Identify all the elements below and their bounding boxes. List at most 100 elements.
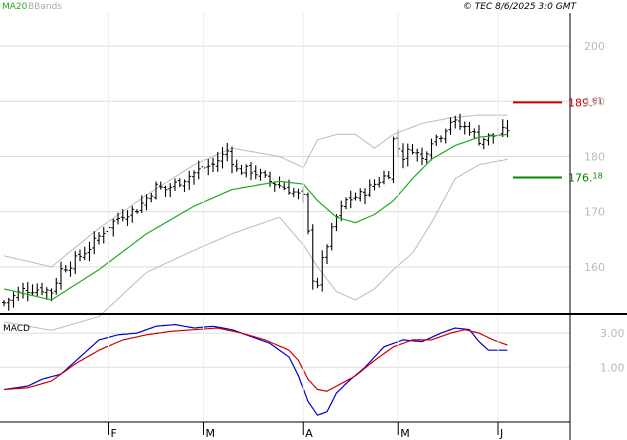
ohlc-bar [329,222,334,251]
month-label: M [206,427,216,440]
ohlc-bar [35,283,40,297]
ohlc-bar [439,135,443,143]
legend-ma20: MA20 [2,2,28,12]
ohlc-bar [2,299,6,307]
ohlc-bar [30,284,35,296]
ohlc-bar [211,157,215,172]
ohlc-bar [429,138,434,161]
macd-line [3,323,508,416]
copyright: © TEC 8/6/2025 3:0 GMT [463,2,578,12]
ohlc-bar [225,142,230,162]
ohlc-bar [230,146,234,174]
ohlc-bar [415,148,420,162]
ohlc-bar [68,261,73,277]
ohlc-bar [130,206,135,223]
ohlc-bar [348,190,353,209]
ohlc-bar [462,121,467,135]
ohlc-bar [163,185,168,197]
ohlc-bar [282,182,287,191]
ohlc-bar [44,287,49,300]
ohlc-bar [434,134,439,147]
ohlc-bar [386,171,391,180]
ohlc-bar [139,195,144,214]
bband-lower-line [3,158,508,331]
ohlc-bar [363,188,367,205]
ohlc-bar [358,188,363,202]
ohlc-bar [220,147,225,169]
ohlc-bar [158,181,163,190]
ohlc-bar [154,181,158,200]
ohlc-bar [97,232,101,245]
ohlc-bar [443,128,448,144]
support-level-cents: 18 [593,172,603,181]
ohlc-bar [49,288,54,302]
ohlc-bar [320,250,325,292]
macd-panel: 1.00 3.00 [0,323,625,416]
support-level-label: 176.18 [568,172,603,185]
month-label: M [400,427,410,440]
ohlc-bar [505,119,510,138]
ohlc-bar [372,179,377,191]
ohlc-bar [21,282,25,299]
ohlc-bar [410,144,415,155]
month-label: F [111,427,117,440]
ohlc-bar [306,192,310,235]
ohlc-bar [125,210,130,226]
ohlc-bar [16,286,21,301]
ohlc-bar [135,209,139,214]
ohlc-bar [87,241,92,262]
ohlc-bar [296,188,301,200]
ohlc-bar [291,187,296,198]
ohlc-bar [54,277,59,295]
ohlc-bar [339,200,344,222]
ohlc-bar [377,176,382,188]
ohlc-bar [467,121,472,136]
ohlc-bar [472,128,477,139]
ohlc-bar [82,246,87,261]
ohlc-bar [268,171,272,187]
ohlc-bar [491,133,496,144]
ohlc-bar [111,218,116,237]
ohlc-bar [25,282,30,302]
price-tick-label: 170 [584,206,605,219]
ohlc-bar [477,125,481,146]
ohlc-bar [6,297,11,311]
ohlc-bar [401,143,405,169]
ohlc-bar [92,231,97,255]
ohlc-bar [177,178,182,188]
ohlc-bar [73,251,78,275]
ohlc-bar [78,249,82,262]
ohlc-bar [249,162,253,181]
ohlc-bar [486,133,491,146]
signal-line [3,327,508,392]
ohlc-bar [182,179,187,192]
ohlc-bar [196,160,201,180]
ohlc-bar [391,136,396,184]
ohlc-bar [310,224,315,290]
ohlc-bar [120,209,125,222]
ohlc-bar [239,164,244,175]
ohlc-bar [258,168,263,181]
ohlc-bar [367,179,372,197]
ohlc-bar [253,165,258,180]
ohlc-bar [420,147,424,166]
ohlc-bar [63,265,68,273]
bband-upper-line [3,114,508,268]
ohlc-bar [215,152,220,172]
legend-bbands: BBands [28,2,62,12]
price-tick-label: 200 [584,40,605,53]
ohlc-bar [405,143,410,167]
ma20-line [3,133,508,301]
price-tick-label: 190 [584,95,605,108]
ohlc-bar [382,170,386,185]
ohlc-bar [187,170,192,191]
macd-tick-label: 3.00 [600,327,625,340]
month-label: A [305,427,313,440]
ohlc-bar [144,194,149,211]
ohlc-bar [116,212,120,225]
ohlc-bar [453,115,458,129]
ohlc-bar [353,192,358,201]
ohlc-bar [277,176,282,189]
ohlc-bar [448,117,453,135]
